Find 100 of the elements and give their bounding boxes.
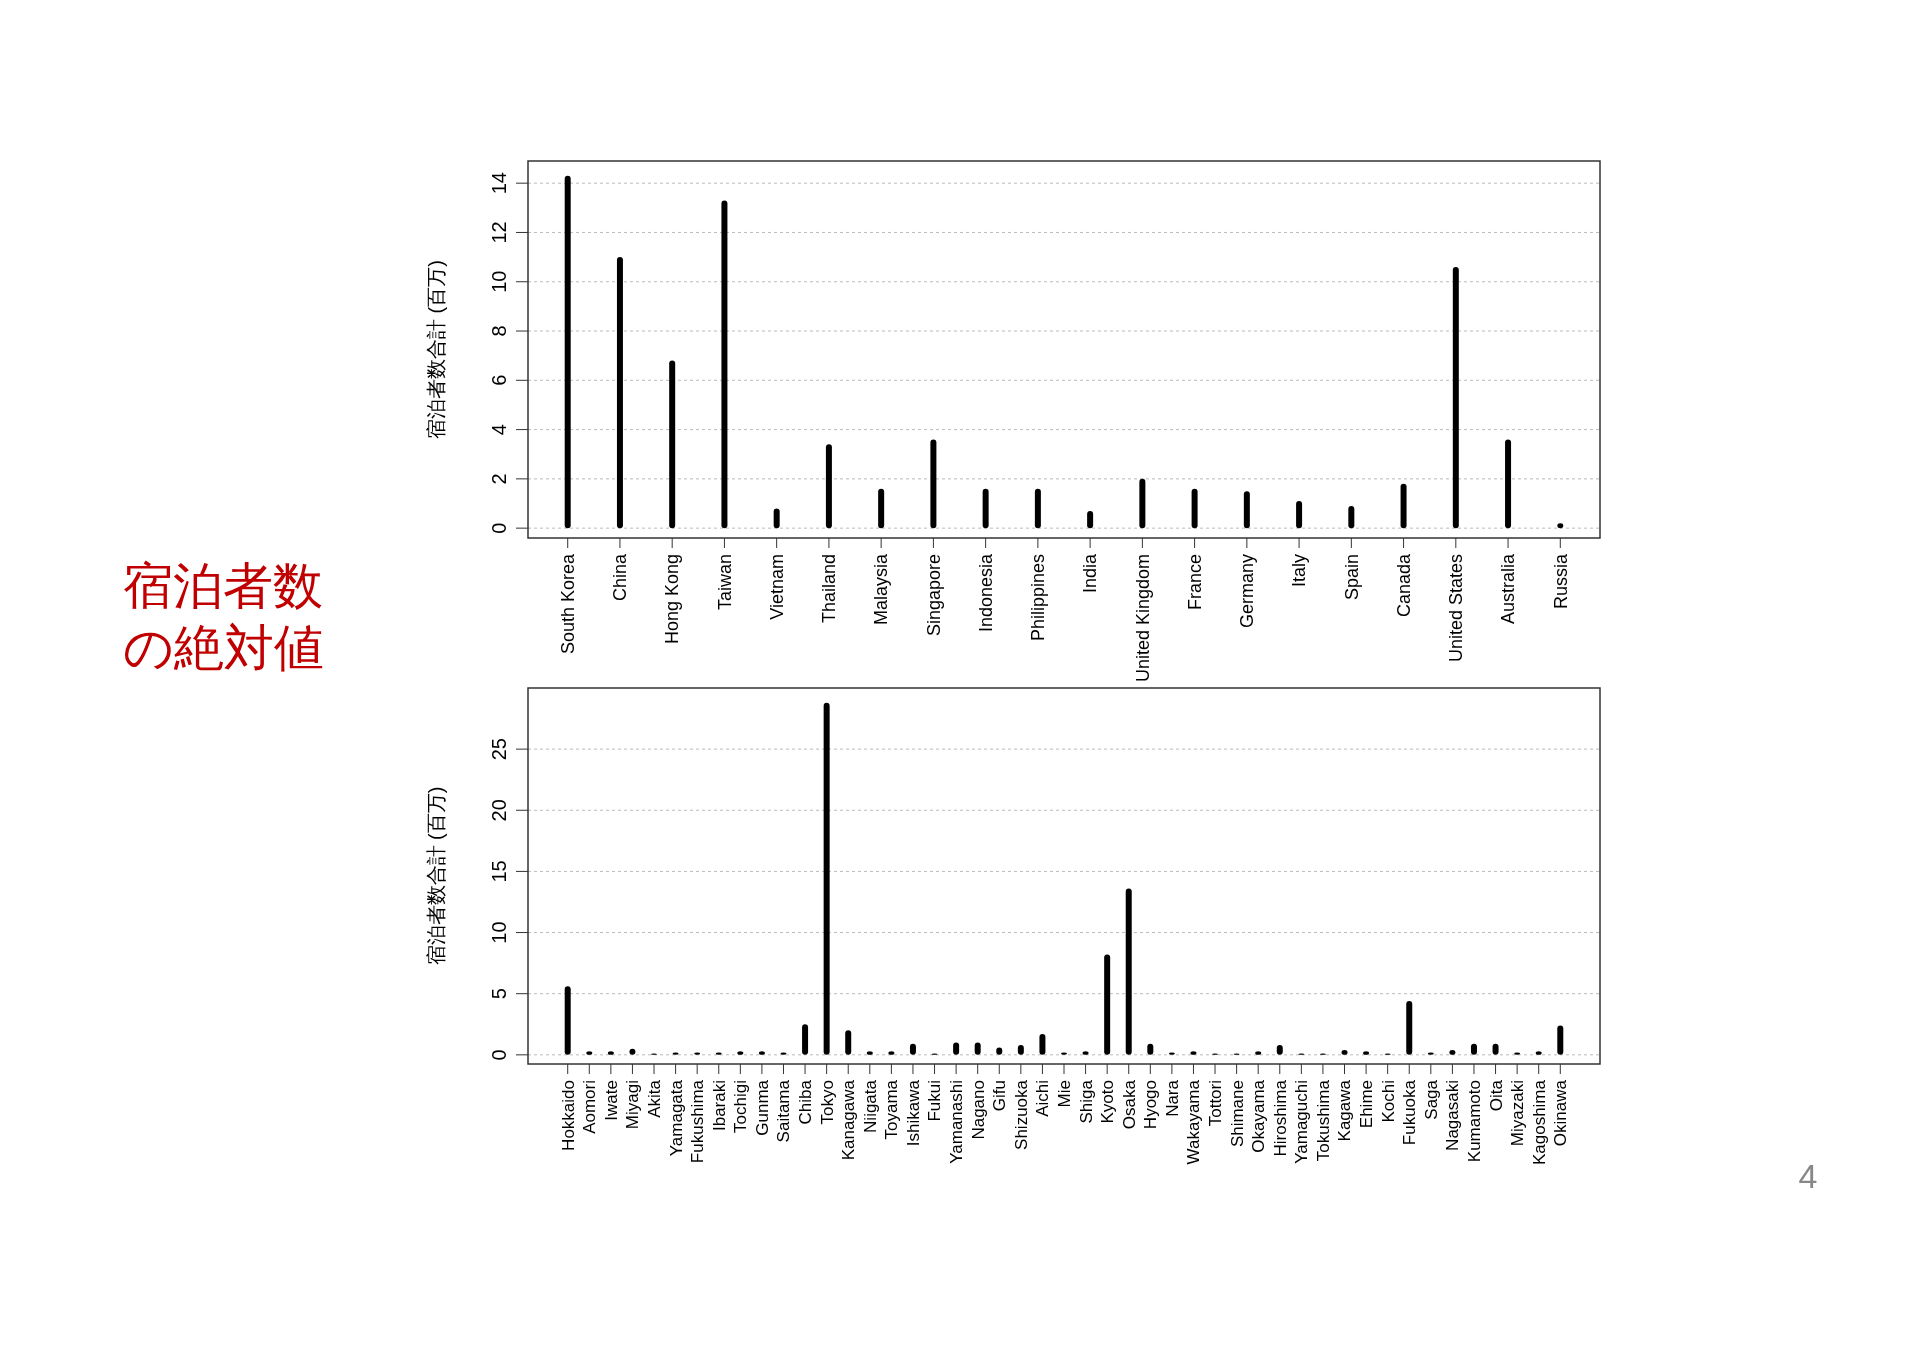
x-tick-label: Russia bbox=[1550, 553, 1571, 610]
bar bbox=[845, 1030, 852, 1055]
x-tick-label: Chiba bbox=[796, 1079, 816, 1125]
y-tick-label: 4 bbox=[488, 424, 510, 436]
x-tick-label: Oita bbox=[1486, 1079, 1506, 1112]
x-tick-label: Miyagi bbox=[623, 1080, 643, 1130]
y-axis-title: 宿泊者数合計 (百万) bbox=[425, 786, 447, 966]
x-tick-label: Fukuoka bbox=[1400, 1079, 1420, 1146]
bar bbox=[1348, 505, 1355, 529]
x-tick-label: Aomori bbox=[580, 1080, 600, 1134]
y-tick-label: 8 bbox=[488, 325, 510, 337]
x-tick-label: Niigata bbox=[860, 1079, 880, 1133]
text: 4 bbox=[1798, 1157, 1818, 1195]
x-tick-label: India bbox=[1080, 553, 1101, 594]
x-tick-label: Aichi bbox=[1033, 1080, 1053, 1117]
x-tick-label: Miyazaki bbox=[1508, 1080, 1528, 1147]
bar bbox=[564, 986, 571, 1055]
y-tick-label: 0 bbox=[488, 522, 510, 534]
y-tick-label: 5 bbox=[488, 988, 510, 1000]
bar bbox=[1017, 1045, 1024, 1055]
bar bbox=[773, 508, 780, 529]
x-tick-label: Gifu bbox=[990, 1080, 1010, 1112]
bar bbox=[802, 1024, 809, 1055]
bar bbox=[1191, 488, 1198, 529]
x-tick-label: Kanagawa bbox=[839, 1079, 859, 1161]
x-tick-label: Singapore bbox=[923, 554, 944, 637]
bar bbox=[1406, 1001, 1413, 1055]
x-tick-label: Wakayama bbox=[1184, 1079, 1204, 1165]
x-tick-label: Germany bbox=[1237, 554, 1258, 629]
x-tick-label: Canada bbox=[1393, 553, 1414, 618]
bar bbox=[982, 488, 989, 529]
x-tick-label: Akita bbox=[644, 1079, 664, 1118]
y-tick-label: 15 bbox=[488, 860, 510, 883]
x-tick-label: Shimane bbox=[1227, 1080, 1247, 1148]
y-tick-label: 2 bbox=[488, 473, 510, 485]
x-tick-label: Hong Kong bbox=[662, 554, 683, 645]
x-tick-label: Yamanashi bbox=[947, 1080, 967, 1164]
bar bbox=[1557, 1025, 1564, 1055]
bar bbox=[974, 1042, 981, 1055]
x-tick-label: Tokyo bbox=[817, 1080, 837, 1125]
x-tick-label: Nara bbox=[1162, 1079, 1182, 1117]
bar bbox=[1034, 488, 1041, 529]
bar bbox=[825, 444, 832, 529]
bar bbox=[1400, 483, 1407, 529]
bar bbox=[1470, 1043, 1477, 1055]
x-tick-label: Toyama bbox=[882, 1079, 902, 1140]
y-axis-title: 宿泊者数合計 (百万) bbox=[425, 260, 447, 439]
y-tick-label: 20 bbox=[488, 799, 510, 822]
bar bbox=[1296, 501, 1303, 529]
x-tick-label: Saitama bbox=[774, 1079, 794, 1143]
text: 宿泊者数の絶対値 bbox=[123, 558, 324, 676]
bar bbox=[669, 360, 676, 529]
bar bbox=[823, 702, 830, 1055]
bar bbox=[1125, 888, 1132, 1055]
x-tick-label: Australia bbox=[1498, 553, 1519, 625]
x-tick-label: Tochigi bbox=[731, 1080, 751, 1133]
x-tick-label: Osaka bbox=[1119, 1079, 1139, 1130]
x-tick-label: Okinawa bbox=[1551, 1079, 1571, 1147]
x-tick-label: Ishikawa bbox=[903, 1079, 923, 1147]
y-tick-label: 12 bbox=[488, 221, 510, 244]
x-tick-label: Italy bbox=[1289, 554, 1310, 588]
x-tick-label: Ehime bbox=[1357, 1080, 1377, 1129]
bar bbox=[930, 439, 937, 529]
x-tick-label: Kyoto bbox=[1098, 1080, 1118, 1124]
x-tick-label: Tokushima bbox=[1313, 1079, 1333, 1162]
bar bbox=[564, 175, 571, 529]
x-tick-label: Nagano bbox=[968, 1080, 988, 1140]
y-tick-label: 14 bbox=[488, 172, 510, 195]
x-tick-label: Nagasaki bbox=[1443, 1080, 1463, 1151]
x-tick-label: Gunma bbox=[752, 1079, 772, 1136]
x-tick-label: Kagawa bbox=[1335, 1079, 1355, 1142]
x-tick-label: Fukui bbox=[925, 1080, 945, 1122]
bar bbox=[721, 200, 728, 529]
bar bbox=[1147, 1043, 1154, 1055]
bar bbox=[1039, 1034, 1046, 1055]
y-tick-label: 25 bbox=[488, 738, 510, 761]
x-tick-label: China bbox=[610, 553, 631, 602]
bar bbox=[1505, 439, 1512, 529]
y-tick-label: 6 bbox=[488, 374, 510, 386]
x-tick-label: Fukushima bbox=[688, 1079, 708, 1164]
y-tick-label: 10 bbox=[488, 270, 510, 293]
x-tick-label: South Korea bbox=[558, 553, 578, 655]
y-tick-label: 10 bbox=[488, 921, 510, 944]
x-tick-label: Hiroshima bbox=[1270, 1079, 1290, 1157]
y-tick-label: 0 bbox=[488, 1049, 510, 1061]
x-tick-label: Taiwan bbox=[714, 554, 735, 611]
bar bbox=[1139, 478, 1146, 529]
x-tick-label: Shizuoka bbox=[1011, 1079, 1031, 1150]
x-tick-label: Iwate bbox=[601, 1080, 621, 1121]
x-tick-label: Yamaguchi bbox=[1292, 1080, 1312, 1164]
x-tick-label: Hyogo bbox=[1141, 1080, 1161, 1130]
bar bbox=[909, 1043, 916, 1055]
x-tick-label: Ibaraki bbox=[709, 1080, 729, 1132]
x-tick-label: Tottori bbox=[1206, 1080, 1225, 1127]
x-tick-label: Hokkaido bbox=[558, 1080, 578, 1151]
x-tick-label: Kochi bbox=[1378, 1080, 1398, 1123]
x-tick-label: Vietnam bbox=[766, 554, 787, 620]
x-tick-label: Thailand bbox=[819, 554, 840, 624]
x-tick-label: Philippines bbox=[1028, 554, 1049, 642]
x-tick-label: Shiga bbox=[1076, 1079, 1096, 1124]
